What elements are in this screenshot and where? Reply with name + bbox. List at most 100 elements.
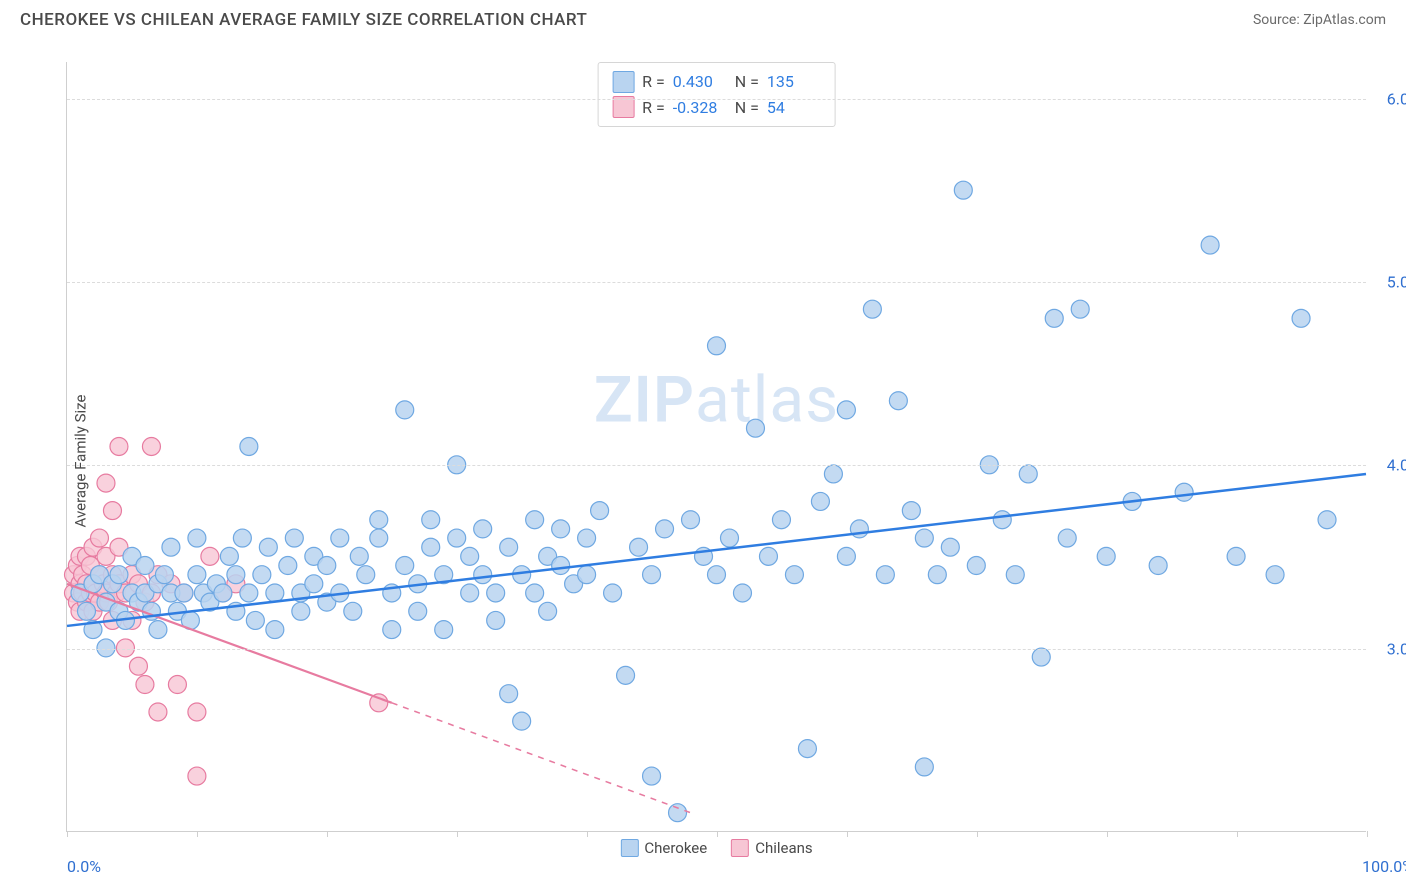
cherokee-point [993,511,1011,529]
grid-line [67,99,1366,100]
cherokee-point [188,566,206,584]
cherokee-point [266,621,284,639]
cherokee-point [1149,557,1167,575]
cherokee-point [591,502,609,520]
x-tick [717,831,718,837]
cherokee-point [1292,309,1310,327]
cherokee-point [824,465,842,483]
cherokee-point [110,566,128,584]
cherokee-point [155,566,173,584]
cherokee-point [552,557,570,575]
cherokee-point [435,621,453,639]
cherokee-point [409,602,427,620]
cherokee-point [1006,566,1024,584]
cherokee-point [448,529,466,547]
cherokee-point [1045,309,1063,327]
cherokee-point [1201,236,1219,254]
cherokee-point [954,181,972,199]
legend-label: Cherokee [644,839,707,857]
plot-area: ZIPatlas R =0.430N =135R =-0.328N =54 0.… [66,62,1366,832]
cherokee-point [1266,566,1284,584]
cherokee-point [682,511,700,529]
y-tick-label: 6.00 [1374,89,1406,108]
cherokee-point [214,584,232,602]
cherokee-point [513,712,531,730]
chileans-point [129,657,147,675]
cherokee-point [370,529,388,547]
legend: Cherokee Chileans [620,839,812,857]
cherokee-point [500,538,518,556]
chileans-point [103,502,121,520]
r-label: R = [642,69,665,95]
x-tick [1107,831,1108,837]
cherokee-point [1227,547,1245,565]
x-tick [977,831,978,837]
cherokee-point [500,685,518,703]
cherokee-point [487,584,505,602]
cherokee-point [383,621,401,639]
cherokee-point [461,584,479,602]
x-tick [1237,831,1238,837]
x-tick [847,831,848,837]
legend-swatch [731,839,749,857]
cherokee-point [604,584,622,602]
cherokee-point [863,300,881,318]
chileans-point [136,676,154,694]
chart-container: Average Family Size ZIPatlas R =0.430N =… [20,40,1386,882]
cherokee-point [370,511,388,529]
x-axis-max-label: 100.0% [1362,857,1406,876]
cherokee-point [1032,648,1050,666]
cherokee-point [1019,465,1037,483]
chileans-point [149,703,167,721]
legend-item: Chileans [731,839,812,857]
legend-item: Cherokee [620,839,707,857]
x-tick [1367,831,1368,837]
cherokee-point [279,557,297,575]
scatter-plot-svg [67,62,1366,831]
chileans-point [110,438,128,456]
trend-line [392,703,691,813]
y-tick-label: 5.00 [1374,273,1406,292]
cherokee-point [357,566,375,584]
cherokee-point [915,529,933,547]
cherokee-point [720,529,738,547]
cherokee-point [220,547,238,565]
cherokee-point [350,547,368,565]
cherokee-point [902,502,920,520]
cherokee-point [1071,300,1089,318]
cherokee-point [630,538,648,556]
cherokee-point [669,804,687,822]
r-value: 0.430 [673,69,727,95]
cherokee-point [240,584,258,602]
cherokee-point [928,566,946,584]
n-value: 135 [767,69,821,95]
cherokee-point [461,547,479,565]
cherokee-point [77,602,95,620]
cherokee-point [759,547,777,565]
cherokee-point [175,584,193,602]
cherokee-point [643,767,661,785]
cherokee-point [188,529,206,547]
x-tick [197,831,198,837]
cherokee-point [149,621,167,639]
grid-line [67,649,1366,650]
cherokee-point [876,566,894,584]
cherokee-point [578,566,596,584]
cherokee-point [967,557,985,575]
chileans-point [90,529,108,547]
cherokee-point [474,566,492,584]
cherokee-point [422,538,440,556]
cherokee-point [305,575,323,593]
cherokee-point [1058,529,1076,547]
x-tick [67,831,68,837]
cherokee-point [474,520,492,538]
cherokee-point [233,529,251,547]
grid-line [67,282,1366,283]
cherokee-point [240,438,258,456]
x-tick [587,831,588,837]
cherokee-point [578,529,596,547]
cherokee-point [396,557,414,575]
chileans-point [201,547,219,565]
cherokee-point [785,566,803,584]
x-tick [457,831,458,837]
